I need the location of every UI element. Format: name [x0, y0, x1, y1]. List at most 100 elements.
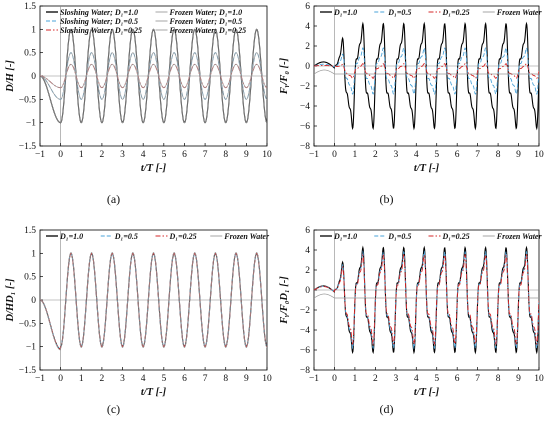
x-tick-label: 2 [373, 374, 378, 384]
x-tick-label: 9 [516, 374, 521, 384]
x-tick-label: 1 [353, 374, 358, 384]
x-tick-label: 4 [141, 374, 146, 384]
y-tick-label: 4 [305, 22, 310, 32]
series-line-2 [314, 250, 539, 350]
x-tick-label: 7 [475, 150, 480, 160]
x-tick-label: −1 [35, 150, 45, 160]
series-line-4 [314, 293, 539, 299]
x-tick-label: 6 [182, 150, 187, 160]
y-tick-label: 1.5 [24, 226, 36, 236]
x-tick-label: 2 [373, 150, 378, 160]
x-tick-label: 0 [332, 150, 337, 160]
y-axis-label: D/HD₁ [-] [5, 278, 16, 323]
y-tick-label: −1.5 [19, 366, 36, 376]
y-tick-label: 1.5 [24, 2, 36, 12]
x-tick-label: 1 [353, 150, 358, 160]
legend-label: D₁=0.25 [442, 8, 470, 17]
x-tick-label: 6 [182, 374, 187, 384]
x-axis-label: t/T [-] [141, 387, 167, 398]
x-tick-label: 10 [534, 374, 544, 384]
y-tick-label: 0.5 [24, 49, 36, 59]
legend-label: D₁=0.5 [387, 8, 411, 17]
y-tick-label: 4 [305, 246, 310, 256]
x-tick-label: 9 [244, 374, 249, 384]
y-tick-label: 1 [31, 25, 36, 35]
series-line-4 [314, 69, 539, 75]
x-tick-label: 7 [475, 374, 480, 384]
x-tick-label: 1 [79, 150, 84, 160]
panel-caption: (a) [107, 192, 120, 206]
x-axis-label: t/T [-] [414, 163, 440, 174]
y-tick-label: 1 [31, 249, 36, 259]
y-tick-label: −2 [300, 82, 310, 92]
legend-label: Frozen Water; D₁=0.25 [169, 26, 247, 35]
x-tick-label: 2 [100, 150, 105, 160]
legend-label: Frozen Water; D₁=1.0 [169, 8, 243, 17]
x-tick-label: 5 [161, 374, 166, 384]
x-tick-label: 0 [58, 374, 63, 384]
panel-b: −1 0 1 2 3 4 5 6 7 8 9 10 −8 −6 −4 −2 0 2 4 6 t/T [-] Fᵧ/F₀ [… [279, 2, 544, 174]
series-line-2 [40, 28, 267, 124]
x-tick-label: 5 [161, 150, 166, 160]
series-line-4 [40, 251, 267, 351]
y-tick-label: −0.5 [19, 319, 36, 329]
plot-frame [313, 229, 540, 371]
panel-caption: (c) [107, 402, 120, 416]
legend-label: Sloshing Water; D₁=0.25 [60, 26, 142, 35]
x-tick-label: 3 [393, 150, 398, 160]
x-tick-label: 6 [455, 150, 460, 160]
x-tick-label: 10 [534, 150, 544, 160]
y-tick-label: 2 [305, 42, 310, 52]
legend-label: Sloshing Water; D₁=0.5 [60, 17, 138, 26]
x-axis-label: t/T [-] [414, 387, 440, 398]
legend-label: D₁=0.5 [387, 232, 411, 241]
x-tick-label: 4 [414, 374, 419, 384]
legend-label: D₁=1.0 [333, 232, 357, 241]
legend-label: Frozen Water [223, 232, 270, 241]
panel-caption: (b) [380, 192, 394, 206]
legend-label: D₁=0.25 [169, 232, 197, 241]
series-line-6 [40, 63, 267, 89]
x-tick-label: 3 [393, 374, 398, 384]
y-tick-label: 6 [305, 226, 310, 236]
series-line-4 [40, 52, 267, 100]
y-axis-label: Fᵧ/F₀ [-] [279, 57, 290, 95]
x-tick-label: 1 [79, 374, 84, 384]
y-tick-label: −6 [300, 122, 310, 132]
panel-d: −1 0 1 2 3 4 5 6 7 8 9 10 −8 −6 −4 −2 0 2 4 6 t/T [-] Fᵧ/F₀D₁… [279, 226, 544, 398]
y-tick-label: −8 [300, 366, 310, 376]
x-tick-label: 8 [223, 374, 228, 384]
legend-label: D₁=0.25 [442, 232, 470, 241]
y-tick-label: −1 [26, 343, 36, 353]
x-tick-label: −1 [309, 150, 319, 160]
x-tick-label: 9 [516, 150, 521, 160]
series-line-3 [40, 252, 267, 350]
x-tick-label: 3 [120, 150, 125, 160]
x-tick-label: 5 [434, 374, 439, 384]
x-tick-label: 10 [262, 374, 272, 384]
legend-label: Frozen Water [496, 8, 543, 17]
panel-c: −1 0 1 2 3 4 5 6 7 8 9 10−1.5−1−0.500.511.5t/T [-]D… [5, 226, 272, 398]
y-axis-label: D/H [-] [5, 60, 16, 93]
x-tick-label: 2 [100, 374, 105, 384]
legend: D₁=1.0 D₁=0.5 D₁=0.25 Frozen Water [320, 8, 542, 17]
x-tick-label: 9 [244, 150, 249, 160]
series-line-3 [314, 63, 539, 79]
x-tick-label: 7 [203, 150, 208, 160]
legend-label: D₁=1.0 [333, 8, 357, 17]
y-tick-label: 0 [31, 72, 36, 82]
x-tick-label: 0 [58, 150, 63, 160]
y-tick-label: 0 [31, 296, 36, 306]
y-tick-label: 0 [305, 286, 310, 296]
legend-label: Frozen Water; D₁=0.5 [169, 17, 243, 26]
y-tick-label: −6 [300, 346, 310, 356]
x-tick-label: 3 [120, 374, 125, 384]
x-tick-label: 6 [455, 374, 460, 384]
y-tick-label: −0.5 [19, 95, 36, 105]
legend-label: Frozen Water [496, 232, 543, 241]
y-tick-label: −8 [300, 142, 310, 152]
y-tick-label: −2 [300, 306, 310, 316]
y-tick-label: 0.5 [24, 273, 36, 283]
series-line-2 [314, 47, 539, 95]
